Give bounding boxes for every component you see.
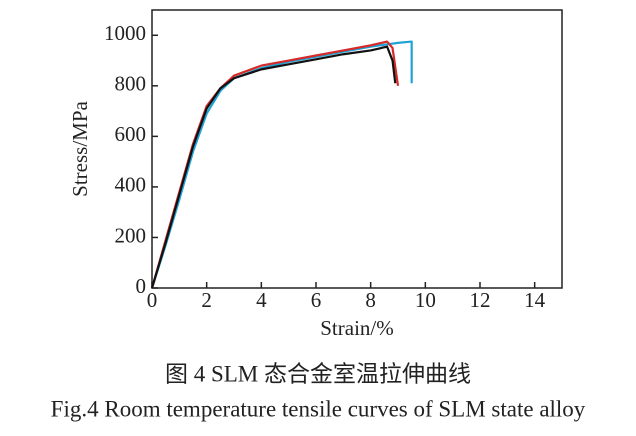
x-tick-label: 14 — [524, 288, 546, 312]
x-tick-label: 8 — [365, 288, 376, 312]
y-tick-label: 400 — [115, 173, 147, 197]
caption-en: Fig.4 Room temperature tensile curves of… — [51, 396, 586, 421]
caption-cn: 图 4 SLM 态合金室温拉伸曲线 — [165, 361, 471, 386]
y-tick-label: 600 — [115, 122, 147, 146]
stress-strain-curve — [150, 40, 413, 289]
y-tick-label: 200 — [115, 223, 147, 247]
x-axis-label: Strain/% — [320, 316, 394, 340]
x-tick-label: 6 — [311, 288, 322, 312]
x-tick-label: 2 — [201, 288, 212, 312]
stress-strain-curve — [150, 45, 397, 289]
y-tick-label: 800 — [115, 72, 147, 96]
plot-frame — [151, 9, 563, 289]
y-axis-label: Stress/MPa — [68, 100, 92, 196]
y-tick-label: 1000 — [104, 21, 146, 45]
x-tick-label: 0 — [147, 288, 158, 312]
y-tick-label: 0 — [136, 274, 147, 298]
x-tick-label: 12 — [470, 288, 491, 312]
x-tick-label: 4 — [256, 288, 267, 312]
x-tick-label: 10 — [415, 288, 436, 312]
